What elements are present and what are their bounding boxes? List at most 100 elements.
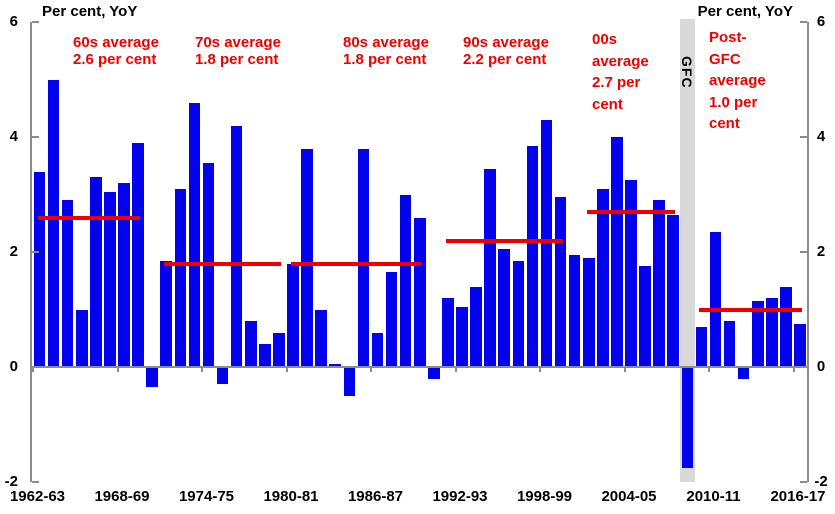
bar-1983-84: [329, 364, 342, 367]
x-axis-tick: [116, 366, 119, 372]
average-annotation-90s: 90s average 2.2 per cent: [463, 34, 549, 68]
bar-1970-71: [146, 367, 158, 388]
axis-title-right: Per cent, YoY: [697, 3, 793, 20]
bar-1967-68: [104, 191, 116, 367]
y-axis-tick-right: [800, 251, 807, 253]
y-axis-tick-right: [800, 21, 807, 23]
y-axis-label-right: 2: [816, 243, 826, 260]
x-axis-tick: [708, 366, 710, 372]
bar-1995-96: [498, 249, 511, 367]
axis-title-left: Per cent, YoY: [42, 3, 138, 20]
gfc-band-label: GFC: [679, 56, 696, 89]
bar-2007-08: [667, 214, 680, 367]
bar-1971-72: [160, 260, 173, 367]
x-axis-tick: [454, 366, 457, 372]
bar-1976-77: [230, 125, 243, 367]
bar-1991-92: [442, 298, 454, 367]
bar-2003-04: [611, 137, 623, 367]
bar-1981-82: [301, 148, 313, 367]
bar-2008-09: [681, 367, 694, 468]
x-axis-label: 2010-11: [686, 488, 741, 505]
bar-1978-79: [259, 344, 271, 367]
y-axis-label-right: -2: [814, 473, 828, 490]
average-annotation-80s: 80s average 1.8 per cent: [343, 34, 429, 68]
average-annotation-line: 00s: [592, 31, 618, 48]
y-axis-label-left: 4: [9, 128, 18, 145]
bar-2006-07: [653, 200, 665, 367]
bar-1975-76: [216, 367, 229, 385]
average-annotation-line: 1.8 per cent: [195, 51, 279, 68]
bar-2013-14: [751, 300, 764, 367]
x-axis-label: 1980-81: [263, 488, 319, 505]
x-axis-label: 1998-99: [516, 488, 573, 505]
bar-1993-94: [470, 286, 482, 367]
bar-1996-97: [512, 260, 525, 367]
y-axis-tick-right: [800, 481, 807, 483]
y-axis-label-left: 0: [9, 358, 18, 375]
average-annotation-line: 80s average: [343, 34, 429, 51]
y-axis-tick-right: [800, 366, 807, 368]
x-axis-label: 1986-87: [347, 488, 404, 505]
y-axis-label-right: 4: [816, 128, 826, 145]
bar-1966-67: [90, 177, 102, 367]
average-annotation-post-gfc: Post- GFC average 1.0 per cent: [709, 27, 766, 135]
x-axis-tick: [623, 366, 626, 372]
x-axis-tick: [201, 366, 203, 372]
average-line-60s: [37, 215, 141, 220]
y-axis-tick-left: [32, 366, 39, 368]
average-annotation-line: 2.2 per cent: [463, 51, 547, 68]
x-axis-tick: [370, 366, 372, 372]
bar-1972-73: [174, 188, 187, 367]
x-axis-label: 2016-17: [770, 488, 826, 505]
bar-2000-01: [568, 254, 581, 367]
average-annotation-line: cent: [709, 115, 740, 132]
average-annotation-line: 1.8 per cent: [343, 51, 427, 68]
average-annotation-line: GFC: [709, 50, 741, 68]
bar-1986-87: [371, 332, 384, 367]
bar-1973-74: [188, 102, 201, 367]
bar-1963-64: [47, 79, 60, 367]
x-axis-label: 1974-75: [178, 488, 235, 505]
x-axis-label: 2004-05: [601, 488, 657, 505]
average-annotation-line: 1.0 per: [709, 93, 758, 111]
bar-2005-06: [639, 266, 651, 367]
bar-2011-12: [723, 321, 736, 367]
average-annotation-line: 2.6 per cent: [73, 51, 157, 68]
bar-1962-63: [33, 171, 46, 367]
y-axis-label-left: -2: [4, 473, 18, 490]
bar-1987-88: [385, 272, 398, 367]
bar-1997-98: [526, 145, 539, 367]
y-axis-tick-left: [32, 21, 39, 23]
bar-1968-69: [118, 183, 130, 367]
bar-1979-80: [273, 332, 285, 367]
bar-1998-99: [540, 119, 553, 367]
bar-1982-83: [315, 309, 327, 367]
average-annotation-line: average: [709, 72, 766, 89]
average-line-post-gfc: [699, 307, 802, 312]
bar-2016-17: [794, 323, 806, 367]
bar-2002-03: [597, 188, 609, 367]
bar-1999-00: [554, 197, 567, 367]
x-axis-tick: [285, 366, 288, 372]
x-axis-tick: [539, 366, 541, 372]
y-axis-label-left: 2: [9, 243, 18, 260]
average-annotation-60s: 60s average 2.6 per cent: [73, 34, 159, 68]
x-axis-zero-line: [32, 366, 807, 368]
bar-1988-89: [399, 194, 412, 367]
bar-1989-90: [413, 217, 426, 367]
y-axis-tick-left: [32, 136, 39, 138]
bar-1977-78: [244, 321, 257, 367]
bar-1985-86: [357, 148, 370, 367]
plot-area: GFC: [30, 19, 809, 483]
y-axis-tick-left: [32, 481, 39, 483]
average-annotation-00s: 00s average 2.7 per cent: [592, 29, 649, 115]
average-annotation-line: average: [592, 52, 649, 70]
bar-1969-70: [132, 142, 144, 367]
y-axis-tick-left: [32, 251, 39, 253]
bar-2010-11: [709, 231, 722, 367]
bar-1964-65: [61, 200, 74, 367]
x-axis-tick: [792, 366, 795, 372]
bar-1980-81: [287, 263, 299, 367]
y-axis-tick-right: [800, 136, 807, 138]
bar-2015-16: [780, 286, 792, 367]
